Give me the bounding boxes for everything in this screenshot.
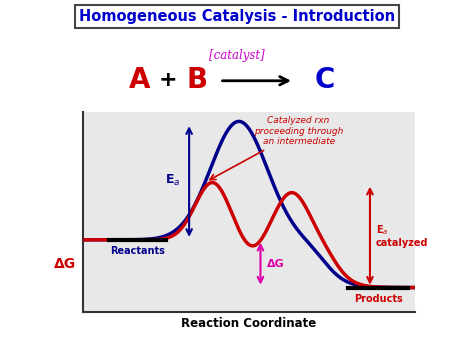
Text: Reactants: Reactants	[110, 246, 165, 257]
Text: B: B	[186, 66, 207, 94]
Text: ΔG: ΔG	[267, 259, 285, 269]
Text: E$_a$: E$_a$	[165, 173, 181, 188]
Text: Catalyzed rxn
proceeding through
an intermediate: Catalyzed rxn proceeding through an inte…	[210, 116, 343, 180]
Text: [catalyst]: [catalyst]	[209, 49, 265, 61]
Text: Products: Products	[354, 294, 402, 304]
X-axis label: Reaction Coordinate: Reaction Coordinate	[181, 317, 317, 329]
Text: ΔG: ΔG	[54, 257, 76, 271]
Text: Homogeneous Catalysis - Introduction: Homogeneous Catalysis - Introduction	[79, 9, 395, 24]
Text: C: C	[315, 66, 335, 94]
Text: E$_a$
catalyzed: E$_a$ catalyzed	[375, 223, 428, 248]
Text: +: +	[159, 70, 178, 90]
Text: A: A	[129, 66, 151, 94]
